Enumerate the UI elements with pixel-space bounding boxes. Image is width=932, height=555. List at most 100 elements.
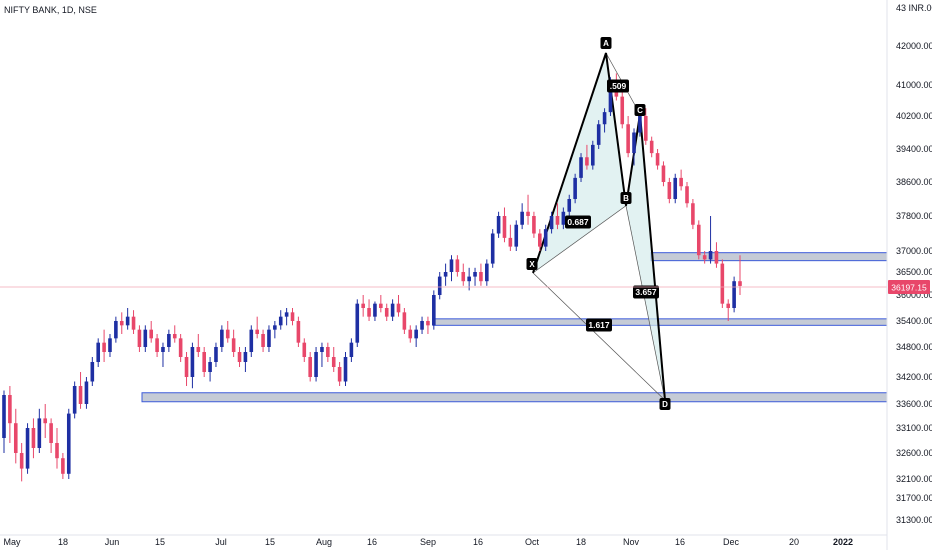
candle-body [355, 303, 360, 343]
time-tick-label: 15 [265, 537, 275, 547]
candle [249, 325, 254, 357]
candle-body [532, 216, 536, 234]
candle-body [296, 321, 301, 343]
candle-body [143, 329, 148, 347]
candle-body [455, 259, 460, 272]
candle-body [726, 303, 731, 308]
candle-body [2, 395, 6, 438]
candle [243, 347, 248, 372]
candle [508, 224, 513, 251]
time-tick-label: 18 [576, 537, 586, 547]
price-tick-label: 33100.00 [896, 423, 932, 433]
price-tick-label: 37800.00 [896, 211, 932, 221]
candle [184, 352, 189, 386]
candle-body [72, 386, 77, 414]
candle [49, 418, 53, 453]
candle-body [661, 165, 666, 182]
candle-body [473, 272, 477, 277]
candlestick-series [2, 73, 742, 482]
candle [384, 303, 389, 321]
candle [479, 263, 483, 286]
price-tick-label: 31700.00 [896, 493, 932, 503]
candle [78, 372, 83, 409]
candle-body [114, 321, 118, 339]
candle-body [225, 329, 230, 339]
price-tick-label: 43 INR.00 [896, 3, 932, 13]
candle-body [649, 140, 654, 154]
candle-body [373, 303, 377, 317]
candle [331, 347, 336, 372]
candle [149, 321, 153, 343]
candle [543, 224, 548, 251]
candle-body [261, 334, 265, 347]
pattern-point-badge [600, 37, 612, 49]
candle-body [520, 211, 524, 225]
pattern-point-label: D [662, 400, 668, 409]
candle-body [55, 443, 59, 459]
price-tick-label: 32100.00 [896, 474, 932, 484]
candle-body [643, 116, 648, 141]
candle-body [514, 224, 519, 247]
candle [102, 329, 106, 362]
candle [55, 428, 59, 469]
candle-body [396, 303, 401, 313]
candle [502, 207, 507, 243]
time-tick-label: 2022 [833, 537, 853, 547]
pattern-ratio-badge [607, 79, 629, 93]
candle-body [638, 116, 642, 133]
candle [284, 308, 289, 326]
candle [155, 334, 159, 357]
time-tick-label: 16 [675, 537, 685, 547]
candle-body [178, 338, 183, 357]
pattern-ratio-lines [532, 205, 666, 402]
candle-body [337, 367, 342, 382]
candle [437, 272, 442, 300]
pattern-point-badge [620, 192, 632, 204]
candle-body [349, 342, 354, 357]
price-tick-label: 42000.00 [896, 41, 932, 51]
price-tick-label: 36000.00 [896, 290, 932, 300]
candle-body [555, 216, 560, 225]
candle [520, 203, 524, 230]
candle [420, 316, 424, 334]
price-tick-label: 37000.00 [896, 246, 932, 256]
candle-body [19, 453, 24, 469]
pattern-ratio-label: 3.657 [635, 287, 657, 297]
candle [738, 255, 742, 295]
candle [320, 342, 324, 367]
candle [596, 120, 601, 149]
candle-body [196, 347, 201, 352]
candle-body [496, 216, 501, 234]
candle [591, 140, 595, 170]
candle-body [573, 177, 577, 199]
candle-body [432, 295, 436, 326]
candle-body [131, 316, 136, 330]
candle [61, 453, 65, 479]
candle-body [549, 216, 554, 230]
candle-body [390, 303, 395, 317]
candle-body [485, 263, 489, 282]
candle [302, 338, 307, 362]
candle [514, 220, 519, 251]
candle [726, 299, 731, 321]
candle-body [66, 413, 71, 474]
candle-body [632, 132, 636, 154]
candle [538, 229, 542, 251]
candle [390, 299, 395, 321]
candle [720, 259, 725, 308]
pattern-ratio-badge [586, 318, 612, 332]
candle [196, 334, 201, 357]
candle-body [255, 329, 259, 334]
price-axis: 43 INR.00 42000.00 41000.00 40200.00 39400.0… [896, 3, 932, 525]
candle [43, 404, 48, 438]
price-tick-label: 34200.00 [896, 372, 932, 382]
candle-body [237, 352, 242, 362]
candle-body [172, 334, 177, 339]
candle [443, 263, 448, 286]
candle-body [467, 276, 471, 282]
candle [602, 108, 607, 133]
pattern-ratio-badge [565, 215, 591, 229]
candle-body [302, 342, 307, 357]
